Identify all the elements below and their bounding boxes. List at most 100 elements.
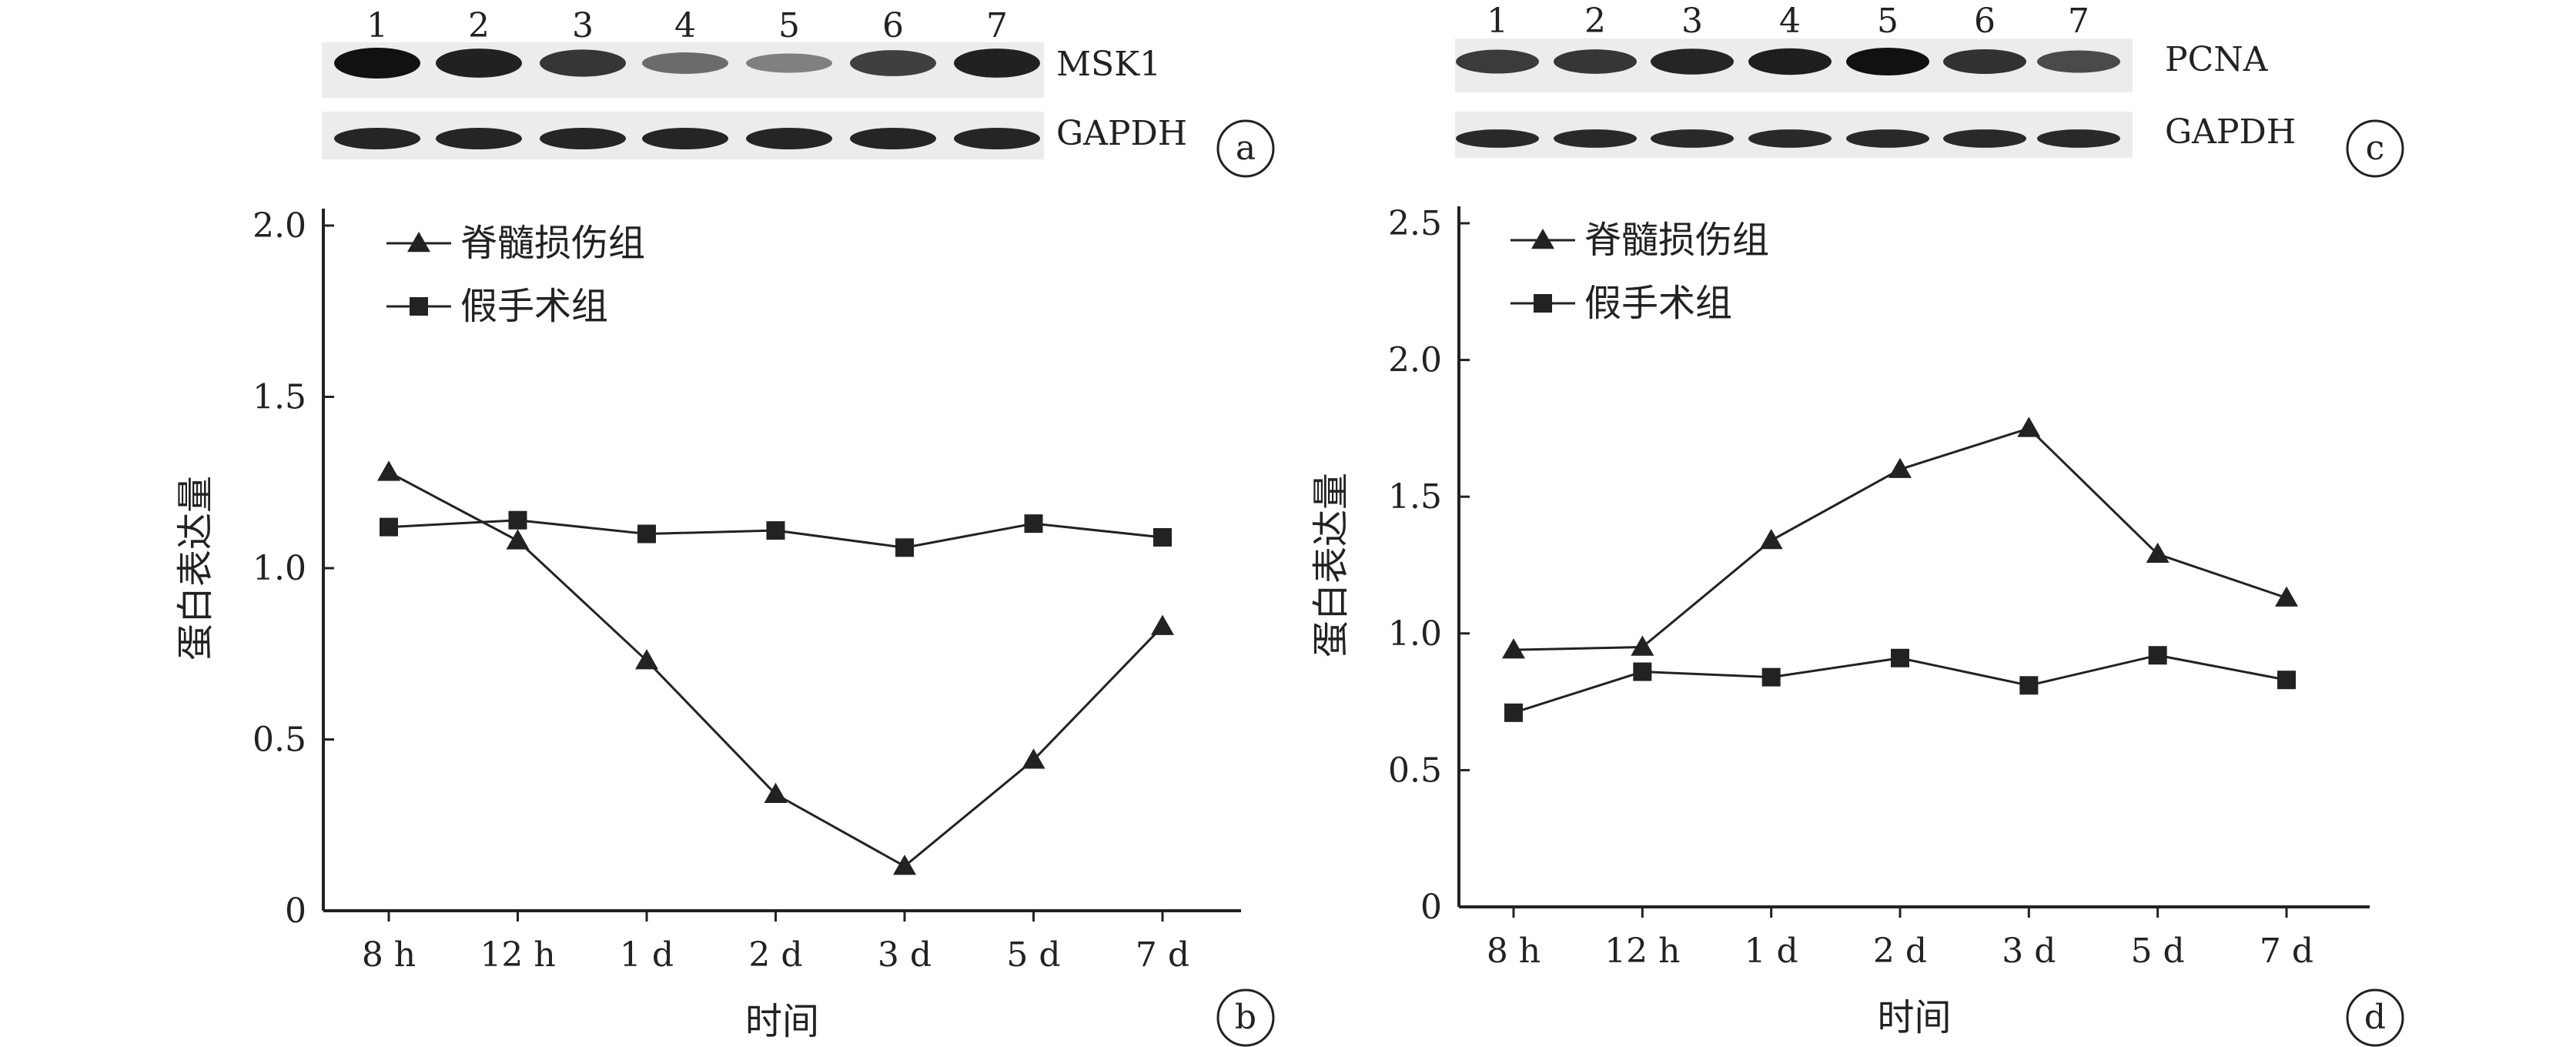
blot-bands-gapdh-a <box>334 127 1040 150</box>
data-point <box>1151 614 1174 635</box>
blot-band <box>1554 49 1637 74</box>
y-tick-label: 0 <box>1420 888 1442 927</box>
y-tick-label: 1.5 <box>253 378 306 417</box>
lane-number: 3 <box>572 6 594 45</box>
svg-text:d: d <box>2364 998 2386 1037</box>
blot-band <box>2037 129 2120 148</box>
blot-band <box>540 49 626 77</box>
blot-panel-c: 1 2 3 4 5 6 7 PCNA GAPDH c <box>1455 2 2404 178</box>
data-point <box>1633 662 1652 681</box>
y-tick-label: 0.5 <box>253 721 306 760</box>
blot-label-pcna: PCNA <box>2165 40 2269 79</box>
legend-marker <box>1531 229 1554 249</box>
legend-entry: 假手术组 <box>1510 282 1732 325</box>
data-point <box>1153 527 1172 547</box>
blot-panel-a: 1 2 3 4 5 6 7 MSK1 GAPDH a <box>322 6 1275 178</box>
x-tick-label: 1 d <box>1745 932 1798 971</box>
lane-number: 6 <box>882 6 904 45</box>
lane-number: 2 <box>1584 2 1606 41</box>
x-tick-label: 2 d <box>748 935 802 975</box>
series-sham <box>380 510 1172 557</box>
y-axis-title: 蛋白表达量 <box>1310 473 1353 657</box>
blot-band <box>746 53 832 73</box>
data-point <box>2275 586 2298 607</box>
legend-marker <box>407 232 430 253</box>
data-point <box>508 510 527 530</box>
blot-band <box>1554 129 1637 148</box>
blot-band <box>334 127 420 150</box>
y-axis-title: 蛋白表达量 <box>174 476 217 661</box>
blot-band <box>1651 129 1734 148</box>
blot-bands-pcna <box>1456 48 2120 75</box>
blot-band <box>1943 49 2026 75</box>
panel-letter-b: b <box>1216 988 1275 1047</box>
x-tick-label: 3 d <box>878 935 932 975</box>
data-point <box>637 524 656 544</box>
data-point <box>506 529 530 550</box>
y-tick-label: 1.0 <box>1388 614 1442 654</box>
series-injury <box>377 460 1174 875</box>
x-tick-label: 2 d <box>1873 932 1927 971</box>
data-point <box>2017 416 2041 437</box>
x-tick-label: 12 h <box>480 935 555 975</box>
lane-number: 7 <box>986 6 1008 45</box>
lane-number: 4 <box>1779 2 1801 41</box>
x-tick-label: 5 d <box>1006 935 1060 975</box>
lane-number: 2 <box>468 6 490 45</box>
lane-number: 1 <box>1487 2 1508 41</box>
blot-band <box>746 127 832 150</box>
data-point <box>893 855 916 875</box>
y-tick-label: 1.5 <box>1388 477 1442 517</box>
y-tick-label: 2.0 <box>1388 341 1442 380</box>
blot-band <box>1651 49 1734 75</box>
blot-label-gapdh-a: GAPDH <box>1056 114 1187 153</box>
y-tick-label: 2.0 <box>253 206 306 246</box>
lane-number: 6 <box>1974 2 1996 41</box>
y-tick-label: 1.0 <box>253 549 306 588</box>
blot-band <box>642 127 728 150</box>
legend-marker <box>1534 294 1552 313</box>
blot-band <box>850 127 936 150</box>
data-point <box>1891 648 1909 667</box>
blot-band <box>540 127 626 150</box>
blot-band <box>1846 48 1929 75</box>
series-sham <box>1504 646 2296 722</box>
x-axis-title: 时间 <box>1877 996 1951 1039</box>
data-point <box>1759 529 1783 550</box>
series-injury <box>1502 416 2298 659</box>
data-point <box>2146 542 2170 564</box>
data-point <box>635 649 658 670</box>
legend-marker <box>410 297 428 316</box>
x-tick-label: 7 d <box>1136 935 1189 975</box>
blot-bands-gapdh-c <box>1456 129 2120 148</box>
blot-band <box>1456 129 1539 148</box>
data-point <box>895 538 914 557</box>
x-tick-label: 5 d <box>2131 932 2185 971</box>
y-tick-label: 2.5 <box>1388 204 1442 243</box>
blot-band <box>642 52 728 74</box>
lane-number: 3 <box>1681 2 1703 41</box>
svg-text:b: b <box>1235 998 1256 1037</box>
data-point <box>1502 638 1525 659</box>
x-axis-title: 时间 <box>745 1000 819 1043</box>
blot-label-msk1: MSK1 <box>1056 45 1161 84</box>
legend-entry: 假手术组 <box>386 285 608 328</box>
svg-text:a: a <box>1236 129 1256 168</box>
data-point <box>2277 671 2296 690</box>
data-point <box>1889 457 1912 478</box>
blot-band <box>1748 129 1832 148</box>
lane-numbers-c: 1 2 3 4 5 6 7 <box>1487 2 2089 41</box>
lane-number: 5 <box>778 6 800 45</box>
legend-label: 脊髓损伤组 <box>460 222 645 265</box>
y-tick-label: 0.5 <box>1388 751 1442 790</box>
blot-band <box>954 127 1040 150</box>
data-point <box>1024 514 1043 534</box>
blot-band <box>954 49 1040 78</box>
line-chart-d: 0 0.5 1.0 1.5 2.0 2.5 8 h 12 h 1 d 2 d 3 d 5 d 7 d 时间… <box>1310 204 2370 1039</box>
lane-number: 7 <box>2068 2 2089 41</box>
lane-number: 4 <box>674 6 696 45</box>
blot-label-gapdh-c: GAPDH <box>2165 112 2296 152</box>
panel-letter-c: c <box>2346 119 2404 178</box>
legend-label: 假手术组 <box>1584 282 1732 325</box>
